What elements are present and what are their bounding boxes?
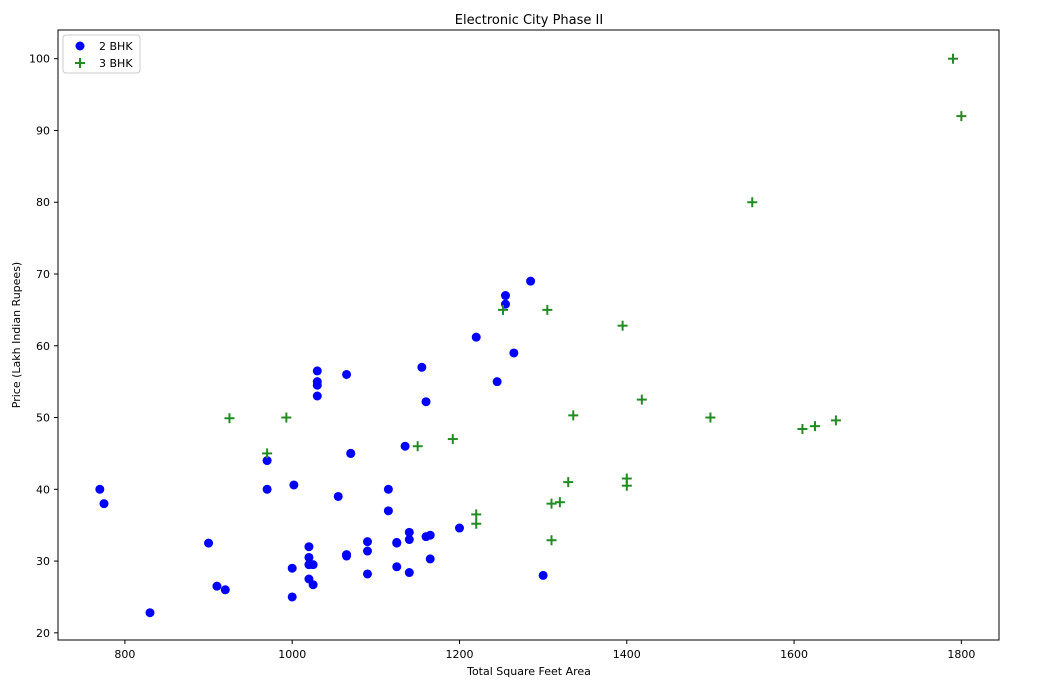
data-point-2bhk	[262, 484, 272, 494]
data-point-2bhk	[362, 537, 372, 547]
data-point-2bhk	[392, 562, 402, 572]
data-point-2bhk	[383, 506, 393, 516]
data-point-2bhk	[220, 585, 230, 595]
data-point-3bhk	[636, 394, 647, 405]
data-point-3bhk	[546, 535, 557, 546]
data-point-3bhk	[830, 415, 841, 426]
data-point-3bhk	[471, 509, 482, 520]
data-point-3bhk	[281, 412, 292, 423]
data-point-3bhk	[554, 497, 565, 508]
data-point-2bhk	[346, 448, 356, 458]
data-point-2bhk	[312, 380, 322, 390]
data-point-2bhk	[204, 538, 214, 548]
data-point-2bhk	[492, 377, 502, 387]
data-point-2bhk	[287, 592, 297, 602]
data-point-2bhk	[538, 570, 548, 580]
data-point-2bhk	[425, 554, 435, 564]
legend-label-2bhk: 2 BHK	[99, 40, 133, 53]
data-point-3bhk	[447, 434, 458, 445]
data-point-3bhk	[617, 320, 628, 331]
data-point-2bhk	[509, 348, 519, 358]
y-tick-label: 50	[36, 412, 50, 425]
data-point-2bhk	[304, 542, 314, 552]
data-point-2bhk	[417, 362, 427, 372]
data-point-2bhk	[145, 608, 155, 618]
data-point-2bhk	[400, 441, 410, 451]
data-point-3bhk	[546, 498, 557, 509]
data-point-2bhk	[454, 523, 464, 533]
x-axis: 800 1000 1200 1400 1600 1800	[114, 640, 975, 661]
data-points	[95, 53, 967, 618]
data-point-3bhk	[471, 518, 482, 529]
data-point-2bhk	[212, 581, 222, 591]
x-tick-label: 1000	[278, 648, 306, 661]
y-tick-label: 40	[36, 483, 50, 496]
data-point-2bhk	[333, 491, 343, 501]
data-point-2bhk	[342, 551, 352, 561]
data-point-2bhk	[262, 456, 272, 466]
x-tick-label: 1400	[613, 648, 641, 661]
data-point-2bhk	[383, 484, 393, 494]
data-point-2bhk	[304, 552, 314, 562]
data-point-2bhk	[526, 276, 536, 286]
data-point-2bhk	[362, 546, 372, 556]
data-point-2bhk	[342, 369, 352, 379]
data-point-2bhk	[287, 563, 297, 573]
y-tick-label: 60	[36, 340, 50, 353]
data-point-3bhk	[621, 480, 632, 491]
data-point-3bhk	[797, 424, 808, 435]
plot-area	[57, 29, 1000, 641]
x-tick-label: 1800	[947, 648, 975, 661]
data-point-2bhk	[392, 538, 402, 548]
data-point-2bhk	[471, 332, 481, 342]
data-point-2bhk	[312, 366, 322, 376]
data-point-3bhk	[262, 448, 273, 459]
legend-marker-2bhk	[75, 41, 85, 51]
data-point-3bhk	[224, 413, 235, 424]
x-tick-label: 1200	[445, 648, 473, 661]
y-axis-label: Price (Lakh Indian Rupees)	[10, 262, 23, 408]
y-tick-label: 100	[29, 53, 50, 66]
data-point-2bhk	[425, 530, 435, 540]
data-point-2bhk	[95, 484, 105, 494]
legend-marker-3bhk	[75, 58, 85, 68]
y-tick-label: 30	[36, 555, 50, 568]
y-tick-label: 70	[36, 268, 50, 281]
y-tick-label: 20	[36, 627, 50, 640]
data-point-3bhk	[412, 441, 423, 452]
legend: 2 BHK 3 BHK	[62, 34, 141, 74]
data-point-3bhk	[542, 304, 553, 315]
y-axis: 20 30 40 50 60 70 80 90 100	[29, 53, 58, 640]
data-point-3bhk	[809, 421, 820, 432]
x-tick-label: 800	[114, 648, 135, 661]
data-point-2bhk	[404, 568, 414, 578]
x-axis-label: Total Square Feet Area	[466, 665, 591, 678]
data-point-3bhk	[947, 53, 958, 64]
data-point-2bhk	[312, 391, 322, 401]
legend-label-3bhk: 3 BHK	[99, 57, 133, 70]
data-point-2bhk	[500, 291, 510, 301]
data-point-2bhk	[308, 580, 318, 590]
data-point-3bhk	[956, 111, 967, 122]
x-tick-label: 1600	[780, 648, 808, 661]
y-tick-label: 90	[36, 124, 50, 137]
data-point-2bhk	[99, 499, 109, 509]
chart-title: Electronic City Phase II	[455, 13, 603, 28]
y-tick-label: 80	[36, 196, 50, 209]
data-point-2bhk	[404, 535, 414, 545]
data-point-3bhk	[747, 197, 758, 208]
data-point-2bhk	[362, 569, 372, 579]
data-point-3bhk	[497, 304, 508, 315]
data-point-3bhk	[705, 412, 716, 423]
data-point-2bhk	[421, 397, 431, 407]
data-point-2bhk	[308, 560, 318, 570]
data-point-2bhk	[289, 480, 299, 490]
data-point-3bhk	[563, 477, 574, 488]
data-point-3bhk	[568, 410, 579, 421]
data-point-2bhk	[404, 527, 414, 537]
